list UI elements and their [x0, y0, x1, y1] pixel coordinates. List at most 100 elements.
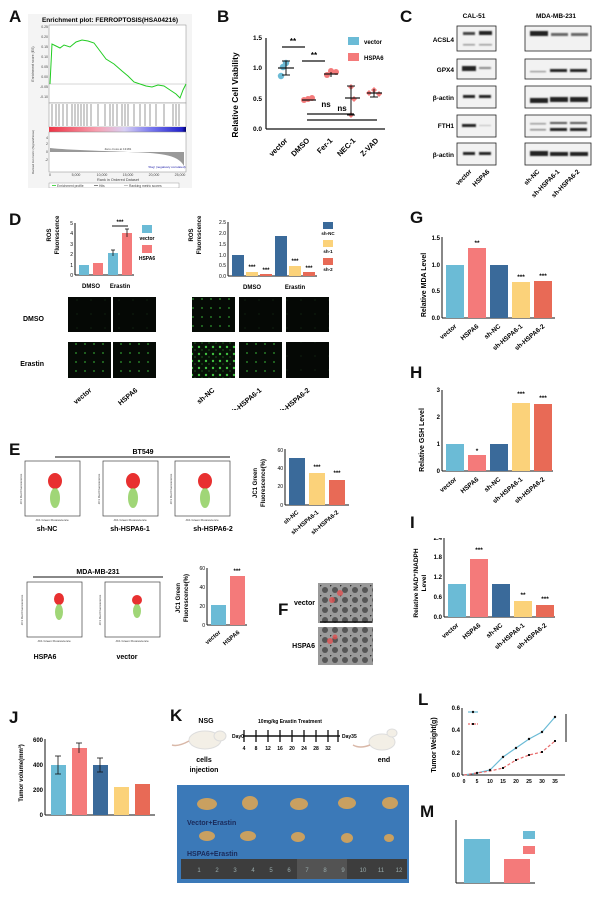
svg-text:GPX4: GPX4: [437, 67, 455, 74]
svg-text:vector: vector: [116, 654, 137, 661]
svg-text:JC1 Green Fluorescence: JC1 Green Fluorescence: [185, 518, 219, 522]
svg-text:CAL-51: CAL-51: [463, 13, 486, 20]
svg-text:ROS: ROS: [47, 228, 53, 241]
svg-text:Erastin: Erastin: [285, 285, 306, 291]
svg-text:2: 2: [46, 142, 48, 146]
svg-text:Ranking metric scores: Ranking metric scores: [129, 184, 162, 188]
svg-text:JC1 Red Fluorescence: JC1 Red Fluorescence: [97, 473, 101, 504]
gsea-title: Enrichment plot: FERROPTOSIS(HSA04216): [42, 17, 178, 24]
svg-text:3: 3: [70, 242, 73, 248]
svg-text:vector: vector: [364, 40, 383, 46]
panel-label-g: G: [410, 208, 424, 227]
svg-text:***: ***: [291, 259, 299, 265]
svg-text:Ranked list metric (Signal2Noi: Ranked list metric (Signal2Noise): [31, 130, 35, 174]
svg-text:5,000: 5,000: [72, 173, 81, 177]
svg-text:0.5: 0.5: [253, 96, 262, 103]
svg-text:1: 1: [70, 263, 73, 269]
svg-text:HSPA6: HSPA6: [117, 387, 139, 407]
western-blot-panel: CAL-51 MDA-MB-231 ACSL4 GPX4 β-actin FTH…: [410, 8, 602, 200]
chart-b-cell-viability: Relative Cell Viability 0.0 0.5 1.0 1.5 …: [230, 25, 400, 180]
svg-text:16: 16: [277, 746, 283, 752]
svg-text:MDA-MB-231: MDA-MB-231: [536, 13, 576, 20]
chart-g-mda: Relative MDA Level 0.0 0.5 1.0 1.5 ** *** *…: [410, 225, 602, 355]
svg-text:15,000: 15,000: [123, 173, 134, 177]
svg-text:0.0: 0.0: [452, 773, 461, 779]
svg-text:***: ***: [539, 395, 547, 402]
svg-text:Fer-1: Fer-1: [315, 136, 334, 155]
svg-text:sh-NC: sh-NC: [321, 231, 335, 236]
svg-text:4: 4: [70, 231, 73, 237]
svg-text:11: 11: [378, 868, 385, 874]
jc1-flow-mda: MDA-MB-231 JC1 Green Fluorescence JC1 Gr…: [15, 565, 175, 665]
svg-text:ns: ns: [337, 104, 347, 113]
tumor-photo: Vector+Erastin HSPA6+Erastin 1 2 3 4 5 6 7 8 9 10…: [177, 785, 409, 883]
xenograft-timeline: NSG Day0 10mg/kg Erastin Treatment 4 8 12 1…: [170, 705, 420, 785]
svg-text:HSPA6: HSPA6: [462, 622, 483, 641]
svg-text:sh-NC: sh-NC: [485, 622, 504, 640]
svg-text:NSG: NSG: [198, 718, 214, 725]
svg-text:β-actin: β-actin: [433, 95, 454, 102]
svg-text:Fluorescence: Fluorescence: [55, 215, 61, 254]
chart-d-ros-left: ROS Fluorescence 0 1 2 3 4 5 *** DMSO Erastin…: [40, 215, 170, 295]
svg-text:4: 4: [251, 868, 255, 874]
svg-text:-0.05: -0.05: [40, 85, 48, 89]
svg-text:0: 0: [46, 150, 48, 154]
svg-text:8: 8: [323, 868, 327, 874]
panel-label-m: M: [420, 802, 435, 821]
svg-text:400: 400: [33, 763, 44, 769]
svg-text:***: ***: [233, 569, 241, 575]
svg-text:**: **: [311, 51, 318, 60]
chart-l-tumor-volume: Tumor Weight(g) 0.0 0.2 0.4 0.6 0 5 10 15 20 25 3…: [420, 700, 602, 800]
svg-text:FTH1: FTH1: [438, 123, 455, 130]
svg-text:1.5: 1.5: [432, 236, 441, 242]
svg-text:7: 7: [305, 868, 309, 874]
svg-text:1: 1: [197, 868, 201, 874]
svg-text:JC1 Green Fluorescence: JC1 Green Fluorescence: [37, 639, 71, 643]
svg-text:Rank in Ordered Dataset: Rank in Ordered Dataset: [97, 178, 140, 182]
svg-text:24: 24: [301, 746, 307, 752]
svg-text:vector: vector: [439, 323, 459, 341]
svg-text:vector: vector: [139, 236, 154, 242]
svg-text:20: 20: [277, 484, 283, 490]
svg-text:sh-NC: sh-NC: [196, 387, 216, 406]
chart-h-gsh: Relative GSH Level 0 1 2 3 * *** *** vector…: [410, 380, 602, 515]
panel-label-h: H: [410, 363, 423, 382]
svg-text:'Flag' (negatively correlated): 'Flag' (negatively correlated): [148, 165, 186, 169]
svg-text:HSPA6: HSPA6: [139, 256, 156, 262]
svg-text:200: 200: [33, 788, 44, 794]
svg-text:HSPA6: HSPA6: [364, 56, 384, 62]
svg-text:Day35: Day35: [342, 734, 357, 740]
svg-text:sh-NC: sh-NC: [37, 526, 58, 533]
svg-text:15: 15: [500, 779, 506, 785]
svg-text:Level: Level: [421, 574, 428, 591]
svg-text:sh-HSPA6-2: sh-HSPA6-2: [193, 526, 233, 533]
svg-text:10mg/kg Erastin Treatment: 10mg/kg Erastin Treatment: [258, 719, 322, 725]
svg-text:5: 5: [476, 779, 479, 785]
svg-text:DMSO: DMSO: [243, 285, 261, 291]
svg-text:vector: vector: [205, 630, 223, 647]
svg-text:Enrichment score (ES): Enrichment score (ES): [31, 46, 35, 81]
svg-text:***: ***: [313, 465, 321, 471]
svg-text:**: **: [290, 37, 297, 46]
svg-text:***: ***: [541, 596, 549, 603]
svg-text:***: ***: [475, 547, 483, 554]
svg-text:25: 25: [526, 779, 532, 785]
svg-text:5: 5: [269, 868, 273, 874]
jc1-flow-bt549: BT549 JC1 Green Fluorescence JC1 Green F…: [15, 445, 245, 537]
svg-text:Z-VAD: Z-VAD: [358, 136, 381, 159]
svg-text:Zero cross at 13181: Zero cross at 13181: [105, 147, 132, 151]
svg-text:60: 60: [277, 448, 283, 454]
svg-text:JC1 Red Fluorescence: JC1 Red Fluorescence: [20, 594, 24, 625]
svg-text:6: 6: [287, 868, 291, 874]
svg-text:HSPA6: HSPA6: [34, 654, 57, 661]
svg-text:HSPA6: HSPA6: [471, 168, 491, 188]
panel-label-e: E: [9, 440, 21, 459]
svg-text:ns: ns: [321, 100, 331, 109]
svg-text:1: 1: [437, 442, 441, 448]
svg-text:1.5: 1.5: [253, 35, 262, 42]
svg-text:0.5: 0.5: [432, 289, 441, 295]
svg-text:Relative NAD⁺/NADPH: Relative NAD⁺/NADPH: [413, 548, 420, 617]
svg-text:HSPA6+Erastin: HSPA6+Erastin: [187, 851, 238, 858]
svg-text:JC1 Red Fluorescence: JC1 Red Fluorescence: [19, 473, 23, 504]
svg-text:0.0: 0.0: [219, 274, 226, 280]
